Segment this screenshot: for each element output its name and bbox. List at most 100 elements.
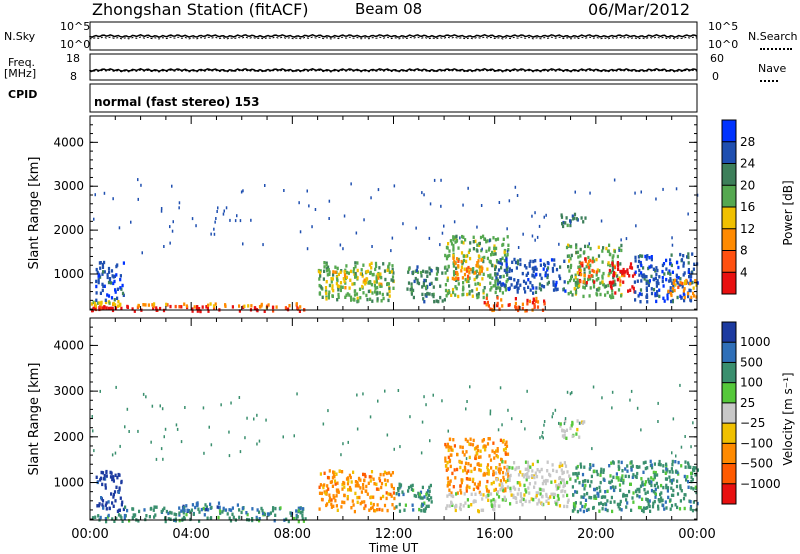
scatter-cell xyxy=(687,252,690,256)
scatter-cell xyxy=(499,261,502,265)
scatter-cell xyxy=(128,519,131,523)
scatter-cell xyxy=(656,485,660,489)
scatter-cell xyxy=(606,508,609,513)
scatter-cell xyxy=(148,515,151,519)
scatter-cell xyxy=(566,493,569,498)
xtick-label: 04:00 xyxy=(172,527,209,542)
freq-tick-bottom: 8 xyxy=(70,70,77,83)
scatter-cell xyxy=(536,305,540,309)
scatter-cell xyxy=(487,274,490,278)
scatter-cell xyxy=(540,467,543,472)
scatter-cell xyxy=(563,481,566,486)
scatter-cell xyxy=(388,287,391,291)
scatter-cell xyxy=(261,508,264,513)
scatter-cell xyxy=(631,475,634,479)
scatter-cell xyxy=(331,286,334,291)
scatter-cell xyxy=(477,482,480,487)
scatter-cell xyxy=(465,407,467,411)
scatter-cell xyxy=(102,477,105,481)
scatter-cell xyxy=(669,292,673,296)
scatter-cell xyxy=(282,435,284,439)
scatter-cell xyxy=(141,251,143,255)
scatter-cell xyxy=(203,451,205,455)
scatter-cell xyxy=(423,193,425,197)
ytick-label: 2000 xyxy=(53,223,84,237)
scatter-cell xyxy=(650,291,654,296)
scatter-cell xyxy=(553,492,556,497)
scatter-cell xyxy=(209,302,212,306)
scatter-cell xyxy=(542,285,546,289)
scatter-cell xyxy=(95,267,98,272)
scatter-cell xyxy=(109,281,113,285)
scatter-cell xyxy=(407,281,411,285)
scatter-cell xyxy=(499,286,502,290)
scatter-cell xyxy=(388,289,391,294)
scatter-cell xyxy=(137,519,140,523)
scatter-cell xyxy=(509,502,512,506)
scatter-cell xyxy=(489,288,492,292)
scatter-cell xyxy=(531,234,534,238)
scatter-cell xyxy=(519,258,522,262)
scatter-cell xyxy=(447,480,450,484)
scatter-cell xyxy=(618,249,620,252)
scatter-cell xyxy=(668,470,671,474)
scatter-cell xyxy=(107,266,111,271)
scatter-cell xyxy=(595,469,598,474)
scatter-cell xyxy=(215,217,217,220)
scatter-cell xyxy=(175,423,178,427)
scatter-cell xyxy=(153,515,156,519)
scatter-cell xyxy=(506,452,510,456)
scatter-cell xyxy=(650,287,653,291)
colorbar-segment xyxy=(722,185,736,207)
scatter-cell xyxy=(555,484,558,488)
scatter-cell xyxy=(596,293,599,297)
scatter-cell xyxy=(642,509,645,514)
scatter-cell xyxy=(435,272,439,276)
scatter-cell xyxy=(388,471,391,475)
scatter-cell xyxy=(589,277,592,281)
scatter-cell xyxy=(499,288,502,293)
scatter-cell xyxy=(444,283,447,287)
scatter-cell xyxy=(207,303,210,307)
scatter-cell xyxy=(110,492,113,496)
scatter-cell xyxy=(446,460,449,465)
scatter-cell xyxy=(486,300,489,305)
scatter-cell xyxy=(420,451,423,455)
scatter-cell xyxy=(319,269,322,273)
scatter-cell xyxy=(663,272,666,276)
scatter-cell xyxy=(343,270,346,274)
scatter-cell xyxy=(569,426,572,431)
scatter-cell xyxy=(398,482,401,486)
scatter-cell xyxy=(563,430,566,434)
scatter-cell xyxy=(648,279,651,283)
scatter-cell xyxy=(514,467,517,472)
scatter-cell xyxy=(391,267,394,272)
scatter-cell xyxy=(561,489,564,493)
scatter-cell xyxy=(488,239,491,243)
scatter-cell xyxy=(113,298,116,302)
scatter-cell xyxy=(515,466,518,470)
scatter-cell xyxy=(535,296,538,301)
scatter-cell xyxy=(444,271,447,275)
nave-trace xyxy=(89,69,698,73)
scatter-cell xyxy=(569,290,572,294)
scatter-cell xyxy=(563,435,566,440)
scatter-cell xyxy=(688,288,691,292)
scatter-cell xyxy=(614,291,617,295)
scatter-cell xyxy=(198,519,201,523)
scatter-cell xyxy=(446,278,449,283)
scatter-cell xyxy=(575,217,578,221)
scatter-cell xyxy=(666,293,669,297)
scatter-cell xyxy=(120,479,123,484)
scatter-cell xyxy=(535,286,538,290)
scatter-cell xyxy=(91,516,95,520)
scatter-cell xyxy=(169,304,172,309)
scatter-cell xyxy=(225,206,228,210)
scatter-cell xyxy=(609,294,612,298)
scatter-cell xyxy=(532,298,535,302)
date-label: 06/Mar/2012 xyxy=(588,0,691,19)
scatter-cell xyxy=(264,184,266,187)
scatter-cell xyxy=(433,178,436,182)
scatter-cell xyxy=(656,268,659,273)
scatter-cell xyxy=(611,406,613,410)
